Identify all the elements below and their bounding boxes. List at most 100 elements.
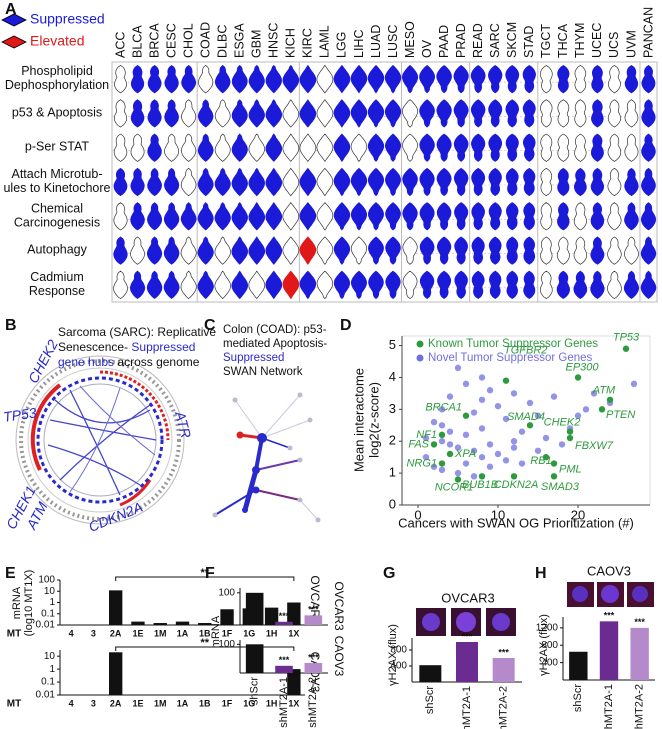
bar [599, 621, 619, 680]
violin [367, 202, 384, 231]
node [287, 445, 293, 451]
y-tick-label: 400 [390, 661, 407, 672]
circos-title: gene hubs across genome [58, 355, 200, 369]
x-tick-label: 1E [132, 698, 143, 708]
point [462, 460, 470, 467]
point [550, 460, 558, 467]
gene-label: ATM [592, 385, 616, 397]
violin [333, 270, 351, 300]
violin [214, 236, 231, 265]
point [486, 387, 494, 394]
violin [113, 99, 128, 128]
gene-label: TGFBR2 [504, 345, 547, 357]
point [566, 428, 574, 435]
violin [419, 236, 435, 265]
column-label: UCEC [590, 23, 604, 58]
bar [220, 609, 234, 625]
violin [488, 202, 502, 231]
violin [299, 270, 317, 300]
violin [130, 167, 145, 197]
gene-label: ATR [172, 409, 195, 440]
gene-label: SMAD3 [541, 481, 580, 493]
violin [248, 236, 266, 265]
column-label: LUAD [369, 25, 383, 58]
violin [181, 64, 197, 94]
column-label: THCA [556, 23, 570, 58]
violin [367, 167, 385, 197]
x-tick-label: 1G [243, 698, 255, 708]
violin [350, 64, 368, 94]
violin [231, 99, 248, 128]
violin [640, 202, 657, 231]
violin [231, 202, 248, 231]
x-tick-label: 1X [288, 628, 299, 638]
violin [333, 236, 351, 265]
violin [316, 99, 334, 128]
violin [556, 236, 570, 265]
y-tick-label: 4 [389, 369, 396, 384]
point [430, 463, 438, 470]
significance: *** [279, 655, 290, 665]
point [454, 444, 462, 451]
point [430, 441, 438, 448]
violin [523, 270, 536, 300]
gene-label: NCOR1 [435, 481, 474, 493]
y-tick-label: 1 [49, 664, 55, 675]
violin [248, 270, 266, 300]
significance: *** [498, 647, 509, 657]
violin [265, 167, 283, 197]
y-tick-label: 800 [541, 640, 558, 651]
column-label: LIHC [352, 30, 366, 58]
bar [153, 623, 167, 625]
row-label: Phospholipid Dephosphorylation [5, 64, 109, 92]
violin [453, 167, 469, 197]
violin [624, 133, 639, 162]
point [494, 450, 502, 458]
chord [54, 399, 151, 424]
violin [505, 64, 520, 94]
legend-swatch [416, 354, 424, 362]
chord [47, 444, 141, 486]
column-label: KIRC [301, 28, 315, 58]
violin [163, 270, 180, 300]
violin [316, 236, 334, 265]
gene-label: CDKN2A [494, 479, 539, 491]
node [257, 433, 267, 443]
violin [590, 202, 605, 231]
violin [505, 99, 519, 128]
edge [261, 419, 311, 439]
x-tick-label: shMT2A-2 [498, 686, 510, 729]
significance: ** [200, 637, 209, 649]
violin [265, 99, 283, 128]
x-tick-label: 0 [414, 507, 421, 522]
x-tick-label: shMT2A-1 [461, 686, 473, 729]
violin [523, 236, 536, 265]
y-tick-label: 0 [389, 496, 396, 511]
circos-title: Sarcoma (SARC): Replicative [58, 325, 216, 339]
row-label-line: p53 & Apoptosis [12, 106, 102, 120]
bar [175, 621, 190, 625]
violin [419, 167, 435, 197]
column-label: BLCA [130, 25, 144, 58]
point [462, 412, 470, 419]
column-label: UCS [607, 32, 621, 58]
gene-label: CHEK2 [544, 417, 581, 429]
x-tick-label: 3 [91, 698, 96, 708]
bar [198, 623, 212, 625]
column-label: COAD [198, 22, 212, 58]
point [462, 380, 470, 388]
bar [275, 621, 293, 625]
violin [402, 270, 418, 300]
violin [114, 64, 127, 94]
violin [180, 167, 197, 197]
violin [641, 64, 656, 94]
column-label: LGG [335, 32, 349, 58]
point [582, 406, 590, 413]
violin [640, 270, 657, 300]
violin [624, 99, 639, 128]
violin [163, 202, 180, 231]
violin [147, 99, 162, 128]
violin [591, 99, 604, 128]
significance: *** [308, 605, 319, 615]
violin [453, 133, 469, 162]
